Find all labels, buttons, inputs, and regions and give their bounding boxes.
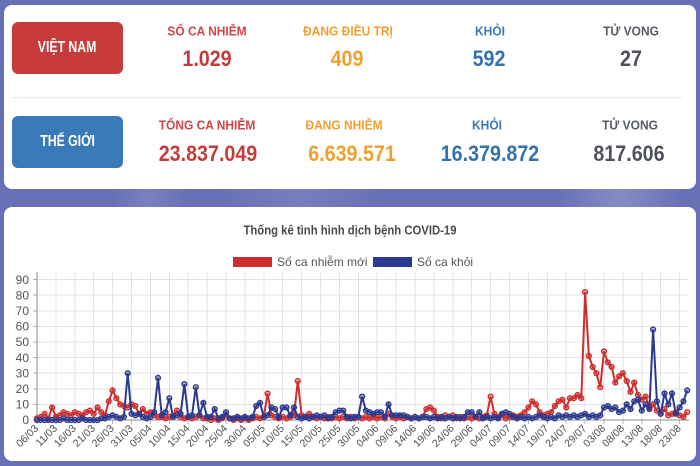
svg-text:20: 20	[16, 382, 30, 396]
svg-text:60: 60	[16, 320, 30, 334]
svg-text:90: 90	[16, 273, 30, 287]
svg-text:30: 30	[16, 366, 30, 380]
svg-text:23/08: 23/08	[657, 423, 684, 450]
svg-text:10: 10	[16, 398, 30, 412]
svg-text:80: 80	[16, 288, 30, 302]
svg-text:70: 70	[16, 304, 30, 318]
svg-text:0: 0	[22, 413, 29, 427]
svg-text:40: 40	[16, 351, 30, 365]
svg-text:50: 50	[16, 335, 30, 349]
